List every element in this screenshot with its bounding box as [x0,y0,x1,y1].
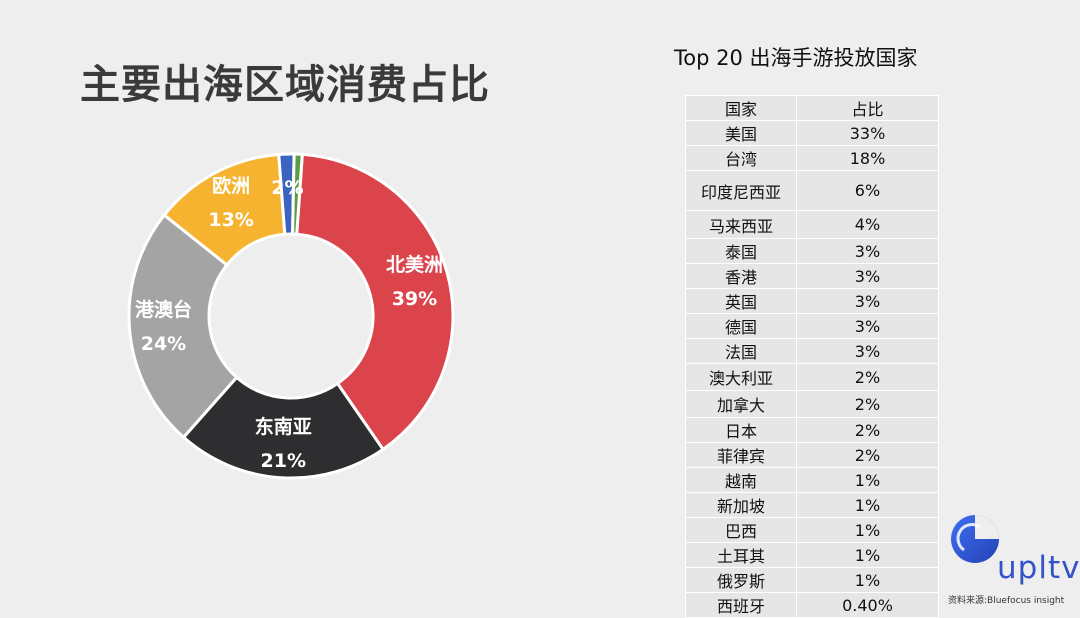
table-row: 台湾 18% [685,145,939,171]
brand-name: upltv [997,550,1080,586]
share-cell: 1% [796,542,939,568]
share-cell: 占比 [796,95,939,121]
slice-label-1: 东南亚 21% [255,410,312,478]
share-cell: 0.40% [796,592,939,618]
table-row: 加拿大 2% [685,390,939,418]
slice-name: 港澳台 [134,299,192,322]
share-cell: 18% [796,145,939,171]
source-note: 资料来源:Bluefocus insight [948,596,1065,606]
table-row: 越南 1% [685,467,939,493]
share-cell: 6% [796,170,939,211]
slice-value: 24% [140,333,187,356]
country-cell: 德国 [685,313,797,339]
share-cell: 4% [796,210,939,239]
slice-value: 39% [391,288,438,311]
country-cell: 印度尼西亚 [685,170,797,211]
table-row: 印度尼西亚 6% [685,170,939,211]
share-cell: 3% [796,238,939,264]
table-row: 英国 3% [685,288,939,314]
country-cell: 英国 [685,288,797,314]
table-row: 澳大利亚 2% [685,363,939,391]
table-row: 俄罗斯 1% [685,567,939,593]
table-row: 香港 3% [685,263,939,289]
country-cell: 国家 [685,95,797,121]
country-cell: 西班牙 [685,592,797,618]
share-cell: 1% [796,517,939,543]
donut-slice-5 [291,152,304,236]
slice-value: 2% [271,177,304,200]
table-header-row: 国家 占比 [685,95,939,121]
share-cell: 33% [796,120,939,146]
country-cell: 加拿大 [685,390,797,418]
slice-name: 北美洲 [385,254,443,277]
share-cell: 3% [796,263,939,289]
country-table: 国家 占比 美国 33% 台湾 18% 印度尼西亚 6% 马来西亚 4% 泰国 3% 香港 3% 英国 3% 德… [685,95,939,618]
share-cell: 2% [796,363,939,391]
country-cell: 泰国 [685,238,797,264]
slice-label-3: 欧洲 13% [208,169,253,237]
slice-label-4: 2% [271,171,303,205]
country-cell: 澳大利亚 [685,363,797,391]
slice-name: 欧洲 [212,174,251,197]
country-cell: 新加坡 [685,492,797,518]
table-row: 日本 2% [685,417,939,443]
slice-label-0: 北美洲 39% [386,248,443,316]
slice-label-2: 港澳台 24% [135,293,192,361]
upltv-logo-icon [951,515,999,563]
country-cell: 马来西亚 [685,210,797,239]
table-row: 德国 3% [685,313,939,339]
country-cell: 美国 [685,120,797,146]
slice-value: 21% [260,449,307,472]
table-title: Top 20 出海手游投放国家 [674,46,918,70]
page-title: 主要出海区域消费占比 [80,62,490,108]
country-cell: 巴西 [685,517,797,543]
share-cell: 1% [796,492,939,518]
share-cell: 3% [796,338,939,364]
share-cell: 3% [796,288,939,314]
share-cell: 2% [796,442,939,468]
country-cell: 香港 [685,263,797,289]
country-cell: 台湾 [685,145,797,171]
share-cell: 3% [796,313,939,339]
country-cell: 菲律宾 [685,442,797,468]
table-row: 法国 3% [685,338,939,364]
share-cell: 1% [796,567,939,593]
table-row: 巴西 1% [685,517,939,543]
table-row: 新加坡 1% [685,492,939,518]
donut-slice-2 [127,213,239,439]
donut-slice-0 [295,152,455,451]
share-cell: 2% [796,390,939,418]
table-row: 菲律宾 2% [685,442,939,468]
country-cell: 法国 [685,338,797,364]
country-cell: 俄罗斯 [685,567,797,593]
table-row: 西班牙 0.40% [685,592,939,618]
country-cell: 土耳其 [685,542,797,568]
share-cell: 2% [796,417,939,443]
country-cell: 越南 [685,467,797,493]
table-row: 美国 33% [685,120,939,146]
table-row: 土耳其 1% [685,542,939,568]
slice-value: 13% [208,208,254,231]
table-row: 泰国 3% [685,238,939,264]
donut-slice-1 [182,375,385,480]
table-row: 马来西亚 4% [685,210,939,239]
share-cell: 1% [796,467,939,493]
country-cell: 日本 [685,417,797,443]
slice-name: 东南亚 [254,415,312,438]
